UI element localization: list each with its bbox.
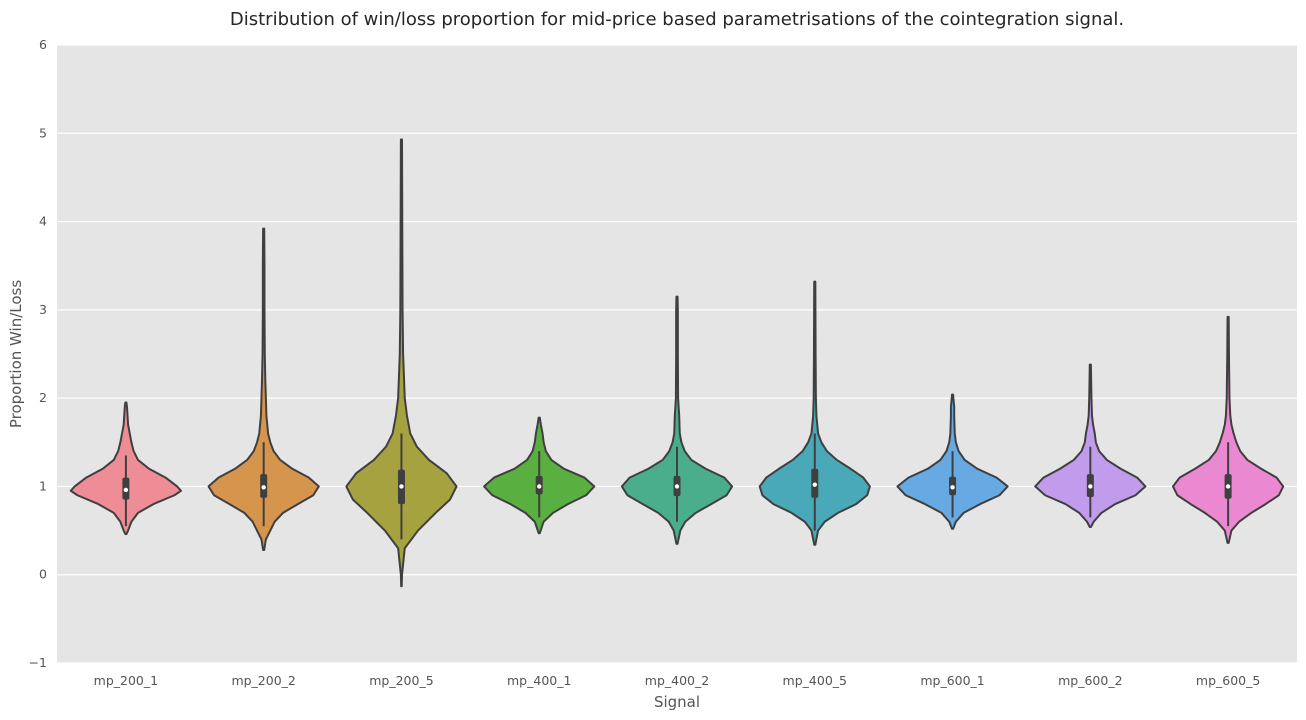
x-tick-label: mp_600_5 xyxy=(1196,673,1260,688)
violin-mp_600_1 xyxy=(896,393,1009,530)
y-tick-label: 5 xyxy=(39,125,47,140)
violin-median-dot xyxy=(399,484,404,489)
y-axis-label: Proportion Win/Loss xyxy=(7,280,25,428)
violin-body xyxy=(758,280,871,546)
x-tick-label: mp_600_1 xyxy=(920,673,984,688)
violin-mp_600_2 xyxy=(1034,363,1147,529)
y-tick-label: 6 xyxy=(39,37,47,52)
violin-median-dot xyxy=(261,485,266,490)
violin-median-dot xyxy=(950,485,955,490)
x-tick-label: mp_400_2 xyxy=(645,673,709,688)
violin-mp_600_5 xyxy=(1172,315,1285,544)
violin-median-dot xyxy=(674,484,680,489)
violin-mp_200_2 xyxy=(207,227,320,551)
x-tick-label: mp_200_2 xyxy=(231,673,295,688)
x-tick-label: mp_600_2 xyxy=(1058,673,1122,688)
x-axis-ticks: mp_200_1 mp_200_2 mp_200_5 mp_400_1 mp_400_2… xyxy=(94,673,1261,688)
violin-median-dot xyxy=(812,482,817,487)
y-tick-label: 1 xyxy=(39,478,47,493)
violin-mp_400_2 xyxy=(620,295,734,545)
violins xyxy=(69,138,1285,588)
violin-body xyxy=(207,227,320,551)
violin-body xyxy=(345,138,458,588)
x-tick-label: mp_200_1 xyxy=(94,673,158,688)
violin-median-dot xyxy=(1088,484,1093,489)
violin-median-dot xyxy=(123,487,129,493)
x-tick-label: mp_400_5 xyxy=(783,673,847,688)
chart-title: Distribution of win/loss proportion for … xyxy=(230,9,1124,30)
violin-median-dot xyxy=(1225,484,1231,489)
violin-mp_200_5 xyxy=(345,138,458,588)
violin-body xyxy=(1172,315,1285,544)
violin-body xyxy=(1034,363,1147,529)
violin-mp_400_5 xyxy=(758,280,871,546)
y-tick-label: 0 xyxy=(39,567,47,582)
violin-mp_400_1 xyxy=(483,416,596,535)
y-tick-label: 4 xyxy=(39,214,47,229)
x-tick-label: mp_400_1 xyxy=(507,673,571,688)
x-tick-label: mp_200_5 xyxy=(369,673,433,688)
y-tick-label: 3 xyxy=(39,302,47,317)
violin-body xyxy=(620,295,734,545)
y-axis-ticks: −1 0 1 2 3 4 5 6 xyxy=(29,37,47,670)
y-tick-label: −1 xyxy=(29,655,47,670)
y-tick-label: 2 xyxy=(39,390,47,405)
x-axis-label: Signal xyxy=(654,693,700,711)
violin-mp_200_1 xyxy=(69,401,182,536)
violin-median-dot xyxy=(537,484,542,489)
